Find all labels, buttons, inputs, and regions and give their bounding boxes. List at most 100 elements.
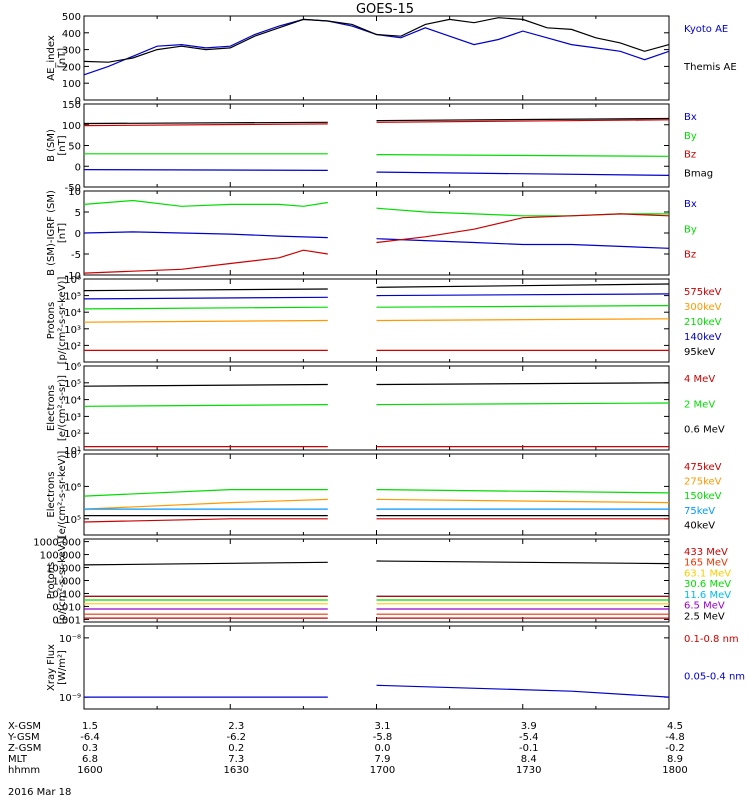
series-line [83,169,328,171]
y-tick-label: -5 [71,250,81,261]
series-line [83,404,328,407]
orbit-row-label: MLT [8,754,28,765]
orbit-value: 2.3 [228,721,244,732]
series-line [376,154,670,157]
orbit-value: 0.0 [375,743,391,754]
y-tick-label: 300 [62,46,81,57]
y-axis-label: Xray Flux [46,644,57,691]
y-tick-label: 10 [68,187,81,198]
orbit-value: 3.1 [375,721,391,732]
series-line [376,489,670,494]
legend-label: 575keV [684,287,722,298]
y-tick-label: 150 [62,100,81,111]
y-tick-label: 200 [62,62,81,73]
legend-label: Bz [684,250,696,261]
y-tick-label: 10⁶ [64,482,81,493]
legend-label: Bmag [684,168,713,179]
y-tick-label: 400 [62,29,81,40]
y-axis-label: Electrons [46,385,57,431]
orbit-table: X-GSM 1.5 2.3 3.1 3.9 4.5 Y-GSM -6.4 -6.2 -5.8 -5.… [7,721,688,776]
series-line [83,383,328,387]
orbit-value: 1700 [370,765,395,776]
series-line [83,306,328,310]
orbit-value: -6.2 [226,732,246,743]
orbit-value: 7.3 [228,754,244,765]
panel-4: 10² 10³ 10⁴ 10⁵ 10⁶ Protons [p/(cm²-s-sr-keV)]… [46,275,722,364]
panel-1: 0 100 200 300 400 500 AE_index [nT] Kyoto AE Them… [46,12,737,107]
legend-label: By [684,224,697,235]
panel-frame [83,365,670,451]
series-line [376,382,670,386]
orbit-value: -6.4 [80,732,100,743]
y-tick-label: 10⁵ [64,379,81,390]
y-tick-label: 0.001 [52,615,81,626]
y-axis-label: [e/(cm²-s-sr-keV)] [57,451,68,539]
y-tick-label: 10³ [64,412,81,423]
y-tick-label: 10⁻⁸ [59,634,81,645]
orbit-value: 1600 [77,765,102,776]
y-axis-label: B (SM) [46,129,57,162]
orbit-value: 3.9 [521,721,537,732]
legend-label: Bx [684,112,697,123]
series-line [376,560,670,565]
orbit-value: 1.5 [82,721,98,732]
legend-label: Kyoto AE [684,24,728,35]
panel-5: 10¹ 10² 10³ 10⁴ 10⁵ 10⁶ Electrons [e/(cm²-s-sr)… [46,362,725,457]
legend-label: Bx [684,199,697,210]
series-line [376,213,670,244]
series-line [83,489,328,497]
y-axis-label: [e/(cm²-s-sr)] [57,375,68,441]
series-line [376,117,670,122]
panel-frame [83,453,670,536]
legend-label: 150keV [684,491,722,502]
panel-frame [83,15,670,101]
series-line [83,288,328,292]
y-tick-label: -10 [65,271,81,282]
orbit-value: 1800 [662,765,687,776]
series-line [83,561,328,566]
series-line [83,199,328,207]
legend-label: 2.5 MeV [684,611,725,622]
y-tick-label: 0 [75,162,81,173]
series-line [83,319,328,323]
legend-label: Themis AE [683,62,737,73]
series-line [376,283,670,288]
orbit-row-label: Z-GSM [8,743,41,754]
y-tick-label: 0.100 [52,589,81,600]
y-axis-label: Protons [46,562,57,599]
legend-label: 140keV [684,332,722,343]
legend-label: 6.5 MeV [684,601,725,612]
series-line [83,249,328,274]
y-axis-label: [nT] [57,48,68,68]
y-tick-label: 100.000 [40,551,81,562]
legend-label: 0.1-0.8 nm [684,634,739,645]
y-axis-label: [nT] [57,223,68,243]
y-axis-label: AE_index [46,35,57,81]
y-axis-label: [W/m²] [57,650,68,685]
legend-label: 165 MeV [684,558,728,569]
orbit-value: -5.4 [519,732,539,743]
y-axis-label: [nT] [57,135,68,155]
orbit-value: 1630 [224,765,249,776]
legend-label: By [684,131,697,142]
y-axis-label: B (SM)-IGRF (SM) [46,190,57,276]
legend-label: 30.6 MeV [684,579,731,590]
y-tick-label: 100 [62,121,81,132]
legend-label: 2 MeV [684,399,715,410]
series-line [376,318,670,322]
legend-label: 95keV [684,347,715,358]
y-tick-label: 10² [64,341,81,352]
legend-label: 433 MeV [684,547,728,558]
y-tick-label: 10⁵ [64,515,81,526]
series-line [83,123,328,127]
series-line [376,171,670,176]
date-label: 2016 Mar 18 [8,787,71,798]
y-tick-label: 10⁴ [64,308,81,319]
series-line [376,305,670,308]
series-line [376,293,670,297]
y-tick-label: 10.000 [46,564,81,575]
legend-label: 4 MeV [684,374,715,385]
